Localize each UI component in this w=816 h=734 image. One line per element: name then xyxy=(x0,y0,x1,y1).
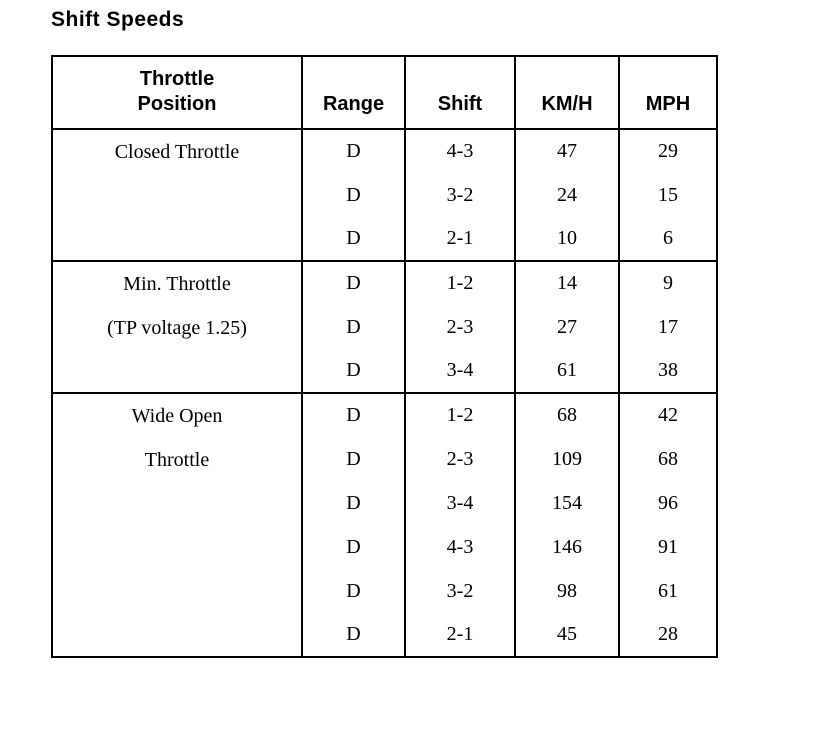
cell-shift: 3-2 xyxy=(404,173,516,217)
cell-shift: 2-1 xyxy=(404,217,516,261)
cell-kmh: 45 xyxy=(514,613,620,657)
throttle-position-label-cell: Min. Throttle (TP voltage 1.25) xyxy=(51,261,303,393)
column-header-throttle-position: Throttle Position xyxy=(51,56,303,129)
cell-mph: 28 xyxy=(618,613,718,657)
cell-range: D xyxy=(301,173,406,217)
cell-mph: 42 xyxy=(618,393,718,437)
throttle-position-label-cell: Closed Throttle xyxy=(51,129,303,261)
cell-range: D xyxy=(301,613,406,657)
cell-shift: 3-4 xyxy=(404,481,516,525)
cell-kmh: 10 xyxy=(514,217,620,261)
cell-range: D xyxy=(301,305,406,349)
table-row: D 2-3 109 68 xyxy=(52,437,718,481)
cell-mph: 96 xyxy=(618,481,718,525)
cell-mph: 15 xyxy=(618,173,718,217)
header-throttle-line2: Position xyxy=(137,93,217,115)
cell-range: D xyxy=(301,393,406,437)
table-row: D 3-2 24 15 xyxy=(52,173,718,217)
column-header-shift: Shift xyxy=(404,56,516,129)
throttle-position-label-line1: Min. Throttle xyxy=(123,272,231,295)
cell-range: D xyxy=(301,129,406,173)
cell-kmh: 68 xyxy=(514,393,620,437)
cell-kmh: 154 xyxy=(514,481,620,525)
cell-range: D xyxy=(301,261,406,305)
table-row: D 4-3 146 91 xyxy=(52,525,718,569)
cell-shift: 1-2 xyxy=(404,261,516,305)
throttle-position-label-cell: Wide Open Throttle xyxy=(51,393,303,657)
table-row: D 2-1 10 6 xyxy=(52,217,718,261)
cell-mph: 29 xyxy=(618,129,718,173)
block-min-throttle: Min. Throttle (TP voltage 1.25) D 1-2 14… xyxy=(51,261,718,393)
cell-range: D xyxy=(301,525,406,569)
table-row: D 3-4 61 38 xyxy=(52,349,718,393)
cell-kmh: 109 xyxy=(514,437,620,481)
cell-shift: 2-3 xyxy=(404,305,516,349)
column-header-mph: MPH xyxy=(618,56,718,129)
cell-shift: 4-3 xyxy=(404,525,516,569)
cell-shift: 2-1 xyxy=(404,613,516,657)
cell-kmh: 61 xyxy=(514,349,620,393)
throttle-position-label-line2: (TP voltage 1.25) xyxy=(107,316,247,339)
cell-mph: 6 xyxy=(618,217,718,261)
column-header-range: Range xyxy=(301,56,406,129)
cell-shift: 4-3 xyxy=(404,129,516,173)
cell-mph: 17 xyxy=(618,305,718,349)
table-row: Closed Throttle D 4-3 47 29 xyxy=(51,129,718,261)
table-row: Wide Open Throttle D 1-2 68 42 xyxy=(51,393,718,657)
cell-range: D xyxy=(301,437,406,481)
cell-kmh: 146 xyxy=(514,525,620,569)
cell-range: D xyxy=(301,569,406,613)
table-header: Throttle Position Range Shift KM/H MPH xyxy=(51,56,718,129)
table-row: D 3-2 98 61 xyxy=(52,569,718,613)
cell-range: D xyxy=(301,217,406,261)
block-wide-open-throttle: Wide Open Throttle D 1-2 68 42 D 2-3 109… xyxy=(51,393,718,657)
cell-shift: 3-4 xyxy=(404,349,516,393)
cell-shift: 2-3 xyxy=(404,437,516,481)
cell-kmh: 47 xyxy=(514,129,620,173)
table-row: D 2-3 27 17 xyxy=(52,305,718,349)
cell-range: D xyxy=(301,349,406,393)
cell-mph: 91 xyxy=(618,525,718,569)
column-header-kmh: KM/H xyxy=(514,56,620,129)
cell-mph: 61 xyxy=(618,569,718,613)
cell-kmh: 98 xyxy=(514,569,620,613)
cell-range: D xyxy=(301,481,406,525)
page-title: Shift Speeds xyxy=(51,8,185,31)
table-row: D 2-1 45 28 xyxy=(52,613,718,657)
header-throttle-line1: Throttle xyxy=(139,68,215,90)
block-closed-throttle: Closed Throttle D 4-3 47 29 D 3-2 24 15 … xyxy=(51,129,718,261)
cell-kmh: 14 xyxy=(514,261,620,305)
shift-speeds-table: Throttle Position Range Shift KM/H MPH C… xyxy=(51,55,718,658)
throttle-position-label-line2: Throttle xyxy=(144,448,210,471)
throttle-position-label: Closed Throttle xyxy=(114,140,240,163)
cell-shift: 3-2 xyxy=(404,569,516,613)
cell-mph: 9 xyxy=(618,261,718,305)
table-row: D 3-4 154 96 xyxy=(52,481,718,525)
cell-mph: 38 xyxy=(618,349,718,393)
throttle-position-label-line1: Wide Open xyxy=(131,404,223,427)
table-row: Min. Throttle (TP voltage 1.25) D 1-2 14… xyxy=(51,261,718,393)
header-row: Throttle Position Range Shift KM/H MPH xyxy=(51,56,718,129)
cell-kmh: 27 xyxy=(514,305,620,349)
cell-mph: 68 xyxy=(618,437,718,481)
cell-shift: 1-2 xyxy=(404,393,516,437)
cell-kmh: 24 xyxy=(514,173,620,217)
